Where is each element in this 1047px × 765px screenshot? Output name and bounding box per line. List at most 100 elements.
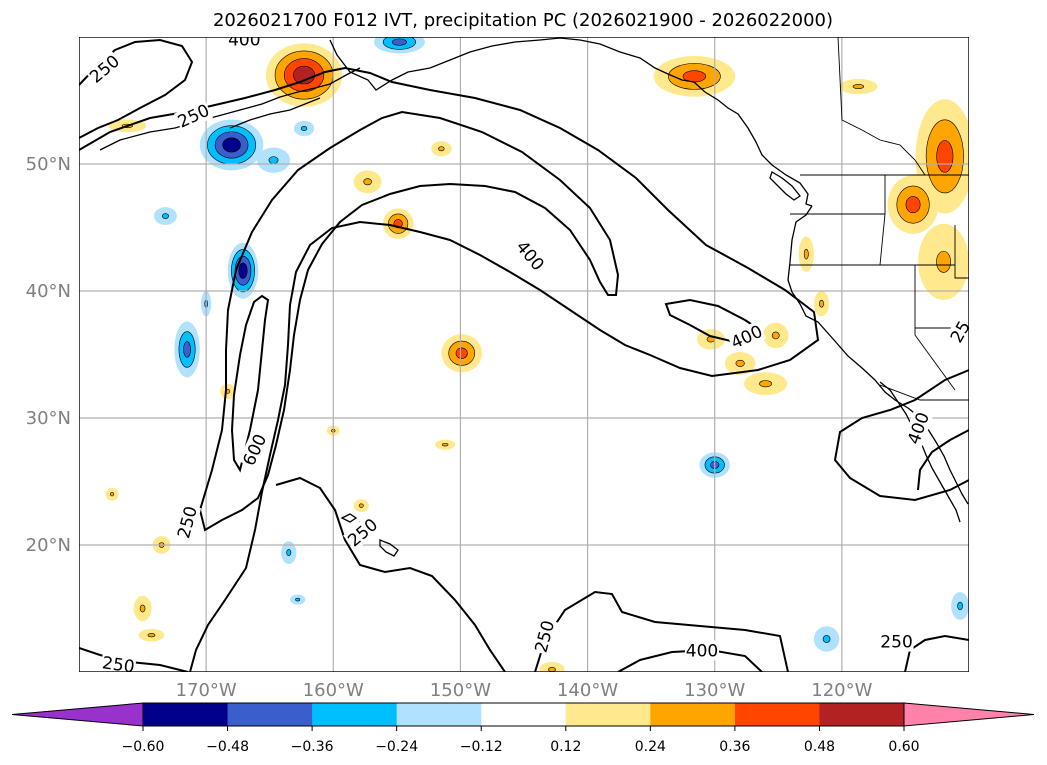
contour-label: 250 (879, 631, 914, 653)
longitude-label: 120°W (811, 680, 872, 701)
border-or-id (879, 175, 886, 266)
coast-alaska-peninsula-2 (229, 97, 321, 129)
precip-level (735, 359, 745, 367)
precip-feature-37 (353, 499, 369, 512)
colorbar-tick-label: −0.36 (291, 739, 334, 755)
precip-feature-28 (290, 594, 306, 605)
colorbar-segment (819, 703, 905, 726)
precip-feature-10 (382, 208, 414, 239)
precip-feature-30 (138, 628, 165, 642)
colorbar-segment (734, 703, 820, 726)
precip-feature-12 (441, 334, 483, 373)
ivt-contours (79, 38, 969, 672)
colorbar-extend-high (903, 702, 1035, 727)
colorbar-extend-low (11, 702, 144, 727)
latitude-label: 30°N (26, 408, 71, 429)
colorbar-tick-labels: −0.60 −0.48 −0.36 −0.24 −0.12 0.12 0.24 0.36 0.4… (122, 726, 920, 755)
contour-label-text: 400 (228, 31, 260, 51)
border-alaska-yukon (837, 37, 926, 176)
colorbar-tick-label: 0.48 (804, 739, 835, 755)
precip-level (819, 299, 824, 308)
precip-feature-29 (133, 595, 152, 622)
precip-feature-11 (431, 141, 452, 157)
precip-feature-13 (653, 56, 736, 97)
precip-level (803, 248, 809, 260)
colorbar-segment (143, 703, 229, 726)
coastlines (99, 37, 969, 557)
ivt-contour-250-nw (79, 38, 194, 139)
colorbar-segment (227, 703, 313, 726)
precip-level (222, 137, 241, 153)
precip-level (109, 492, 115, 497)
contour-label: 400 (227, 31, 262, 51)
precip-feature-25 (435, 439, 456, 450)
ivt-contour-250-se-south (904, 634, 969, 672)
colorbar-segment (650, 703, 736, 726)
precip-feature-22 (743, 372, 788, 396)
colorbar-tick-label: −0.24 (375, 739, 418, 755)
precip-level (286, 549, 292, 557)
longitude-label: 170°W (176, 680, 237, 701)
longitude-label: 150°W (430, 680, 491, 701)
colorbar-tick-label: 0.60 (888, 739, 919, 755)
colorbar-segment (396, 703, 482, 726)
colorbar-tick-label: 0.12 (550, 739, 581, 755)
precip-feature-1 (373, 37, 425, 54)
chart-title: 2026021700 F012 IVT, precipitation PC (2… (213, 10, 833, 31)
precip-level (539, 661, 565, 672)
precip-level (391, 38, 407, 46)
precip-feature-0 (265, 43, 343, 107)
colorbar-segment (565, 703, 651, 726)
contour-label: 250 (100, 652, 137, 672)
precip-level (759, 380, 772, 388)
coast-hawaii-oahu (340, 513, 358, 523)
colorbar-tick-label: −0.48 (206, 739, 249, 755)
coast-alaska-mainland (329, 37, 813, 207)
precip-level (268, 156, 279, 165)
precip-level (147, 633, 156, 638)
latitude-label: 20°N (26, 535, 71, 556)
coast-aleutians (99, 67, 361, 151)
longitude-label: 140°W (557, 680, 618, 701)
precip-feature-6 (174, 321, 200, 378)
precip-level (936, 140, 954, 173)
precip-feature-19 (696, 329, 725, 350)
contour-label-text: 400 (686, 641, 718, 661)
colorbar-tick-label: 0.24 (635, 739, 666, 755)
precip-level (438, 146, 445, 152)
contour-label: 250 (173, 503, 202, 542)
precip-level (957, 601, 963, 611)
precip-level (300, 126, 308, 131)
coast-hawaii-main (379, 539, 399, 557)
precip-feature-14 (839, 78, 878, 95)
precip-level (358, 503, 364, 508)
precip-feature-16 (887, 175, 939, 234)
graticule (79, 37, 969, 672)
precip-feature-36 (539, 661, 565, 672)
ivt-contour-250-outer (79, 66, 820, 672)
ivt-contour-250-se (833, 369, 969, 502)
precip-feature-17 (918, 223, 969, 300)
precip-level (822, 635, 831, 643)
ivt-contour-250-subtropical (275, 476, 506, 672)
colorbar-tick-label: −0.60 (122, 739, 165, 755)
coast-vancouver-island (769, 171, 801, 201)
precip-feature-2 (199, 119, 264, 171)
precip-feature-20 (724, 351, 756, 375)
coast-baja (879, 381, 961, 523)
colorbar (11, 702, 1035, 727)
precip-level (183, 341, 191, 358)
contour-label-text: 250 (880, 633, 912, 653)
precip-level (295, 597, 301, 602)
border-nv-ut (954, 225, 969, 279)
border-ca-nv (914, 265, 956, 391)
precip-level (455, 347, 468, 359)
border-us-mexico (879, 384, 969, 401)
coast-us-west (787, 205, 969, 505)
precip-feature-18 (798, 236, 814, 272)
precip-level (936, 250, 951, 273)
colorbar-segment (481, 703, 567, 726)
precip-feature-4 (227, 242, 259, 299)
